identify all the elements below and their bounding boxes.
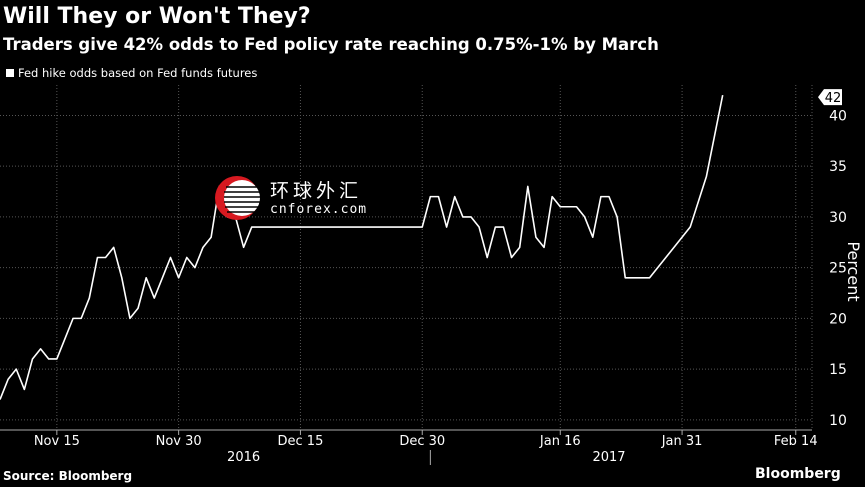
y-tick-label: 25 xyxy=(829,261,847,277)
x-tick-label: Jan 31 xyxy=(661,434,703,449)
legend-swatch xyxy=(6,69,14,77)
legend: Fed hike odds based on Fed funds futures xyxy=(6,66,257,80)
axes xyxy=(0,85,813,465)
x-tick-label: Nov 30 xyxy=(156,434,202,449)
labels: 10 15 20 25 30 35 40 Nov 15 Nov 30 Dec 15 Dec 30 Ja… xyxy=(34,89,863,465)
watermark-text-en: cnforex.com xyxy=(270,202,368,217)
y-axis-title: Percent xyxy=(844,241,863,301)
series-line xyxy=(0,94,724,400)
x-tick-label: Feb 14 xyxy=(774,434,818,449)
watermark-text-cn: 环球外汇 xyxy=(270,180,363,202)
chart-title: Will They or Won't They? xyxy=(3,4,311,29)
y-tick-label: 40 xyxy=(829,108,847,124)
end-value-label: 42 xyxy=(825,91,842,106)
year-label: 2017 xyxy=(592,450,625,465)
legend-label: Fed hike odds based on Fed funds futures xyxy=(18,66,258,80)
y-tick-label: 10 xyxy=(829,413,847,429)
x-tick-label: Jan 16 xyxy=(539,434,581,449)
grid-lines xyxy=(0,85,812,430)
y-tick-label: 30 xyxy=(829,210,847,226)
x-tick-label: Dec 15 xyxy=(278,434,324,449)
watermark-logo-icon xyxy=(215,176,260,220)
source-note: Source: Bloomberg xyxy=(3,469,133,483)
y-tick-label: 15 xyxy=(829,362,847,378)
x-tick-label: Dec 30 xyxy=(399,434,445,449)
series-layer xyxy=(0,94,724,400)
x-tick-label: Nov 15 xyxy=(34,434,80,449)
brand-logo: Bloomberg xyxy=(755,466,841,482)
chart-subtitle: Traders give 42% odds to Fed policy rate… xyxy=(3,35,659,54)
y-tick-label: 35 xyxy=(829,159,847,175)
end-value-callout xyxy=(818,89,842,106)
year-label: 2016 xyxy=(227,450,260,465)
y-tick-label: 20 xyxy=(829,311,847,327)
